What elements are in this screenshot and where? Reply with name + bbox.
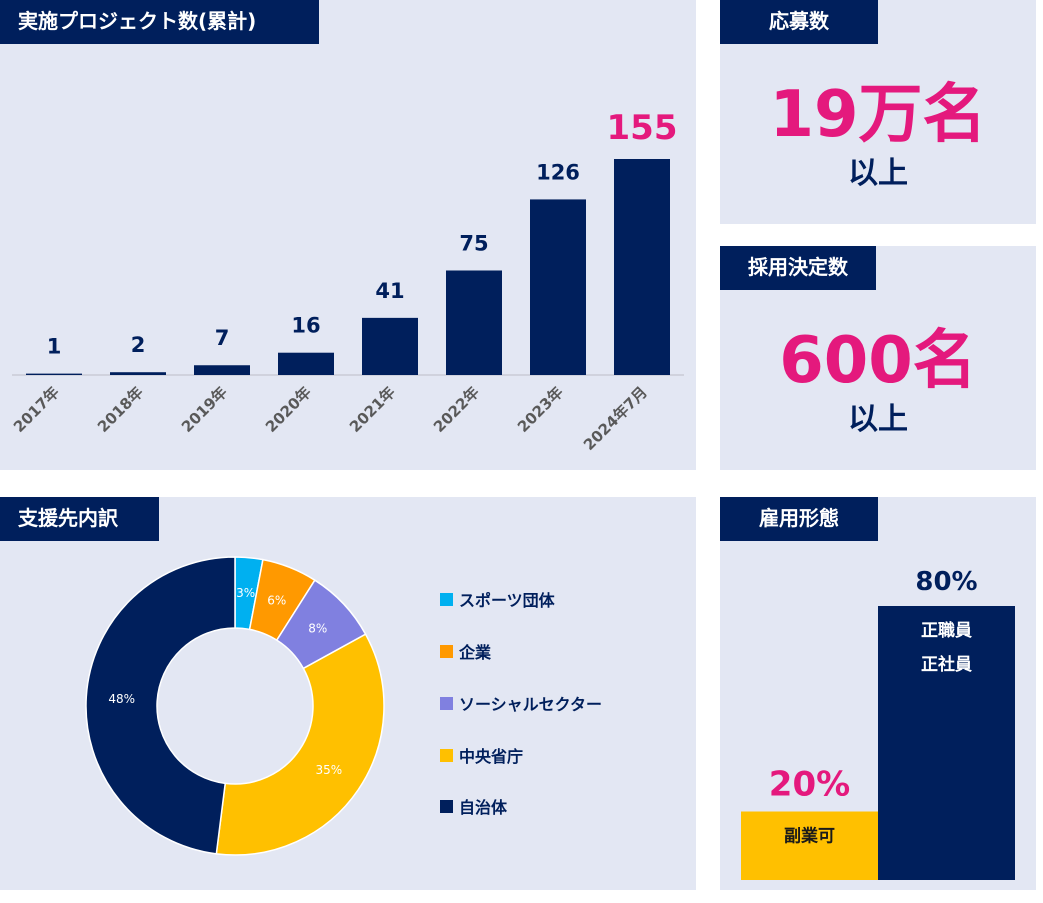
slice-label: 35% <box>316 763 343 777</box>
data-label: 2 <box>131 333 146 357</box>
hires-title: 採用決定数 <box>720 246 876 290</box>
tick-label: 2020年 <box>262 383 315 436</box>
tick-label: 2018年 <box>94 383 147 436</box>
bar <box>26 373 82 375</box>
donut-slice <box>215 633 385 856</box>
projects-chart: 1 2017年 2 2018年 7 2019年 16 2020年 41 2021年 75 2022年 1… <box>10 108 684 454</box>
legend-item: ソーシャルセクター <box>440 693 603 714</box>
legend-label: ソーシャルセクター <box>459 695 603 714</box>
legend-label: 自治体 <box>459 798 508 817</box>
data-label: 41 <box>375 279 404 303</box>
tick-label: 2019年 <box>178 383 231 436</box>
data-label: 20% <box>769 765 850 805</box>
category-label: 正社員 <box>921 654 972 675</box>
hires-value: 600名 <box>779 324 977 398</box>
legend-label: 中央省庁 <box>459 747 524 766</box>
tick-label: 2023年 <box>514 383 567 436</box>
legend-swatch <box>440 644 453 658</box>
data-label: 155 <box>607 108 678 148</box>
applicants-sub: 以上 <box>848 156 908 191</box>
data-label: 16 <box>291 314 320 338</box>
bar <box>530 199 586 375</box>
slice-label: 6% <box>267 593 286 607</box>
data-label: 126 <box>536 160 580 184</box>
bar <box>741 811 878 880</box>
bar <box>614 159 670 375</box>
applicants-title: 応募数 <box>720 0 878 44</box>
support-chart: 3% 6% 8% 35% 48% <box>85 556 385 856</box>
legend-item: 中央省庁 <box>440 745 524 766</box>
slice-label: 8% <box>308 621 327 635</box>
tick-label: 2021年 <box>346 383 399 436</box>
tick-label: 2022年 <box>430 383 483 436</box>
bar <box>362 317 418 375</box>
projects-title: 実施プロジェクト数(累計) <box>0 0 319 44</box>
legend-item: スポーツ団体 <box>440 589 555 610</box>
support-title: 支援先内訳 <box>0 497 159 541</box>
applicants-value: 19万名 <box>769 78 987 152</box>
legend-label: スポーツ団体 <box>459 591 555 610</box>
legend-swatch <box>440 592 453 606</box>
slice-label: 3% <box>236 586 255 600</box>
hires-sub: 以上 <box>848 402 908 437</box>
support-panel: 支援先内訳 3% 6% 8% 35% 48% スポーツ団体 企業 ソーシャルセクター 中… <box>0 497 696 890</box>
data-label: 7 <box>215 326 230 350</box>
legend-swatch <box>440 748 453 762</box>
tick-label: 2017年 <box>10 383 63 436</box>
employment-title: 雇用形態 <box>720 497 878 541</box>
data-label: 1 <box>47 335 62 359</box>
hires-panel: 採用決定数 600名 以上 <box>720 246 1036 470</box>
data-label: 80% <box>915 567 977 597</box>
slice-label: 48% <box>108 692 135 706</box>
legend-item: 企業 <box>440 641 492 662</box>
bar <box>446 270 502 375</box>
bar <box>194 365 250 375</box>
applicants-panel: 応募数 19万名 以上 <box>720 0 1036 224</box>
tick-label: 2024年7月 <box>580 383 651 454</box>
bar <box>110 372 166 375</box>
legend-item: 自治体 <box>440 796 508 817</box>
legend-label: 企業 <box>459 643 492 662</box>
legend-swatch <box>440 696 453 710</box>
bar <box>278 352 334 375</box>
employment-panel: 雇用形態 20% 副業可 80% 正職員正社員 <box>720 497 1036 890</box>
legend-swatch <box>440 799 453 813</box>
bar <box>878 606 1015 880</box>
projects-panel: 実施プロジェクト数(累計) 1 2017年 2 2018年 7 2019年 16 2020年 4… <box>0 0 696 470</box>
donut-slice <box>85 556 236 855</box>
data-label: 75 <box>459 231 488 255</box>
category-label: 正職員 <box>921 620 972 641</box>
category-label: 副業可 <box>784 826 835 847</box>
